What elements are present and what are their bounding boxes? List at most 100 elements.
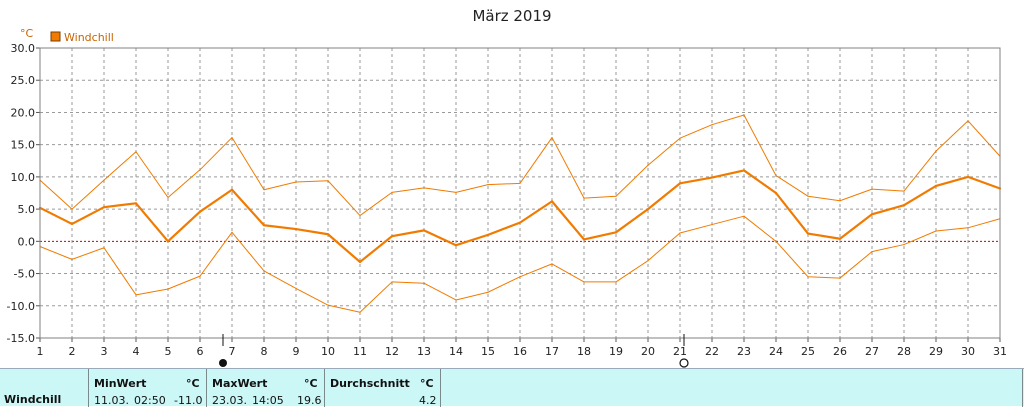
x-tick-label: 20: [641, 345, 655, 358]
x-tick-label: 14: [449, 345, 463, 358]
x-tick-label: 15: [481, 345, 495, 358]
data-point-max: [519, 182, 521, 184]
x-tick-label: 7: [229, 345, 236, 358]
stats-bar: Windchill MinWert °C 11.03. 02:50 -11.0 …: [0, 368, 1024, 407]
data-point-min: [871, 251, 873, 253]
data-point-avg: [550, 200, 554, 203]
data-point-avg: [454, 244, 458, 247]
avg-cell: Durchschnitt °C 4.2: [325, 369, 441, 407]
data-point-min: [615, 281, 617, 283]
data-point-max: [295, 181, 297, 183]
data-point-min: [967, 227, 969, 229]
data-point-min: [775, 240, 777, 242]
y-tick-label: -10.0: [7, 300, 35, 313]
max-cell: MaxWert °C 23.03. 14:05 19.6: [207, 369, 325, 407]
data-point-max: [583, 197, 585, 199]
data-point-max: [199, 169, 201, 171]
data-point-avg: [198, 210, 202, 213]
data-point-avg: [390, 235, 394, 238]
data-point-min: [167, 288, 169, 290]
x-tick-label: 4: [133, 345, 140, 358]
min-value: -11.0: [174, 394, 203, 407]
min-cell: MinWert °C 11.03. 02:50 -11.0: [89, 369, 207, 407]
data-point-min: [103, 247, 105, 249]
data-point-avg: [614, 231, 618, 234]
data-point-max: [551, 136, 553, 139]
data-point-avg: [678, 182, 682, 185]
data-point-avg: [774, 191, 778, 195]
data-point-avg: [838, 237, 842, 240]
stats-label-cell: Windchill: [0, 369, 89, 407]
x-tick-label: 16: [513, 345, 527, 358]
moon-full-icon: [219, 359, 227, 367]
data-point-max: [935, 150, 937, 152]
x-tick-label: 24: [769, 345, 783, 358]
data-point-max: [103, 179, 105, 181]
data-point-avg: [934, 184, 938, 188]
x-tick-label: 8: [261, 345, 268, 358]
data-point-min: [423, 282, 425, 284]
legend-swatch: [50, 31, 61, 42]
data-point-avg: [70, 222, 74, 226]
data-point-max: [807, 195, 809, 197]
x-tick-label: 30: [961, 345, 975, 358]
x-tick-label: 28: [897, 345, 911, 358]
data-point-avg: [518, 221, 522, 224]
data-point-max: [135, 151, 137, 153]
max-unit: °C: [304, 377, 318, 390]
data-point-avg: [262, 224, 266, 227]
x-tick-label: 18: [577, 345, 591, 358]
x-tick-label: 3: [101, 345, 108, 358]
data-point-max: [679, 137, 681, 139]
data-point-min: [711, 223, 713, 226]
stats-label: Windchill: [4, 393, 62, 406]
data-point-max: [711, 124, 713, 126]
data-point-max: [967, 120, 969, 122]
data-point-min: [935, 230, 937, 232]
x-tick-label: 27: [865, 345, 879, 358]
data-point-avg: [806, 232, 810, 235]
x-tick-label: 29: [929, 345, 943, 358]
data-point-min: [199, 275, 201, 277]
data-point-min: [327, 304, 329, 306]
x-tick-label: 11: [353, 345, 367, 358]
y-tick-label: 20.0: [11, 106, 36, 119]
data-point-min: [839, 277, 841, 279]
data-point-avg: [966, 175, 970, 178]
x-tick-label: 21: [673, 345, 687, 358]
y-tick-label: 10.0: [11, 171, 36, 184]
data-point-avg: [358, 260, 362, 264]
legend-label: Windchill: [64, 31, 114, 44]
data-point-min: [135, 294, 137, 296]
x-tick-label: 19: [609, 345, 623, 358]
y-axis-unit: °C: [20, 27, 34, 40]
data-point-min: [487, 291, 489, 293]
data-point-avg: [742, 169, 746, 172]
data-point-avg: [326, 233, 330, 236]
min-unit: °C: [186, 377, 200, 390]
data-point-avg: [870, 213, 874, 216]
data-point-avg: [230, 188, 234, 191]
x-tick-label: 5: [165, 345, 172, 358]
y-tick-label: 30.0: [11, 42, 36, 55]
x-tick-label: 1: [37, 345, 44, 358]
data-point-max: [455, 191, 457, 193]
data-point-avg: [102, 206, 106, 209]
data-point-max: [775, 175, 777, 177]
x-tick-label: 23: [737, 345, 751, 358]
chart-title: März 2019: [472, 7, 551, 25]
min-date: 11.03.: [94, 394, 129, 407]
x-tick-label: 6: [197, 345, 204, 358]
data-point-min: [583, 281, 585, 283]
x-tick-label: 26: [833, 345, 847, 358]
stats-end-cell: [1022, 369, 1024, 407]
data-point-min: [743, 215, 745, 217]
data-point-min: [679, 232, 681, 234]
y-tick-label: 25.0: [11, 74, 36, 87]
y-tick-label: 15.0: [11, 139, 36, 152]
data-point-avg: [134, 202, 138, 205]
max-time: 14:05: [252, 394, 284, 407]
moon-new-icon: [679, 358, 689, 368]
data-point-max: [231, 136, 233, 139]
data-point-min: [551, 263, 553, 265]
